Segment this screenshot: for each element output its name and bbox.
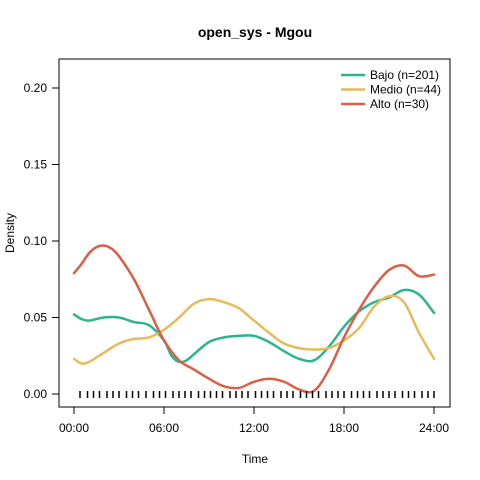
rug-layer xyxy=(79,391,435,398)
legend-label: Medio (n=44) xyxy=(370,83,441,97)
plot-frame xyxy=(58,58,451,408)
series-line-1 xyxy=(72,294,436,365)
x-tick-label: 00:00 xyxy=(59,421,89,435)
series-layer xyxy=(72,244,436,394)
y-axis-label: Density xyxy=(3,213,17,253)
y-tick-label: 0.20 xyxy=(24,81,48,95)
x-tick-label: 06:00 xyxy=(149,421,179,435)
x-tick-label: 12:00 xyxy=(239,421,269,435)
y-tick-label: 0.00 xyxy=(24,387,48,401)
y-tick-label: 0.10 xyxy=(24,234,48,248)
x-tick-label: 24:00 xyxy=(419,421,449,435)
series-line-0 xyxy=(72,288,436,364)
x-axis: 00:00 06:00 12:00 18:00 24:00 xyxy=(59,406,449,435)
y-axis: 0.00 0.05 0.10 0.15 0.20 xyxy=(24,81,60,401)
x-axis-label: Time xyxy=(242,452,269,466)
y-tick-label: 0.05 xyxy=(24,311,48,325)
legend-label: Bajo (n=201) xyxy=(370,68,439,82)
legend: Bajo (n=201)Medio (n=44)Alto (n=30) xyxy=(341,68,441,111)
y-tick-label: 0.15 xyxy=(24,158,48,172)
legend-label: Alto (n=30) xyxy=(370,97,429,111)
series-line-2 xyxy=(72,244,436,394)
chart-title: open_sys - Mgou xyxy=(198,24,312,40)
x-tick-label: 18:00 xyxy=(329,421,359,435)
